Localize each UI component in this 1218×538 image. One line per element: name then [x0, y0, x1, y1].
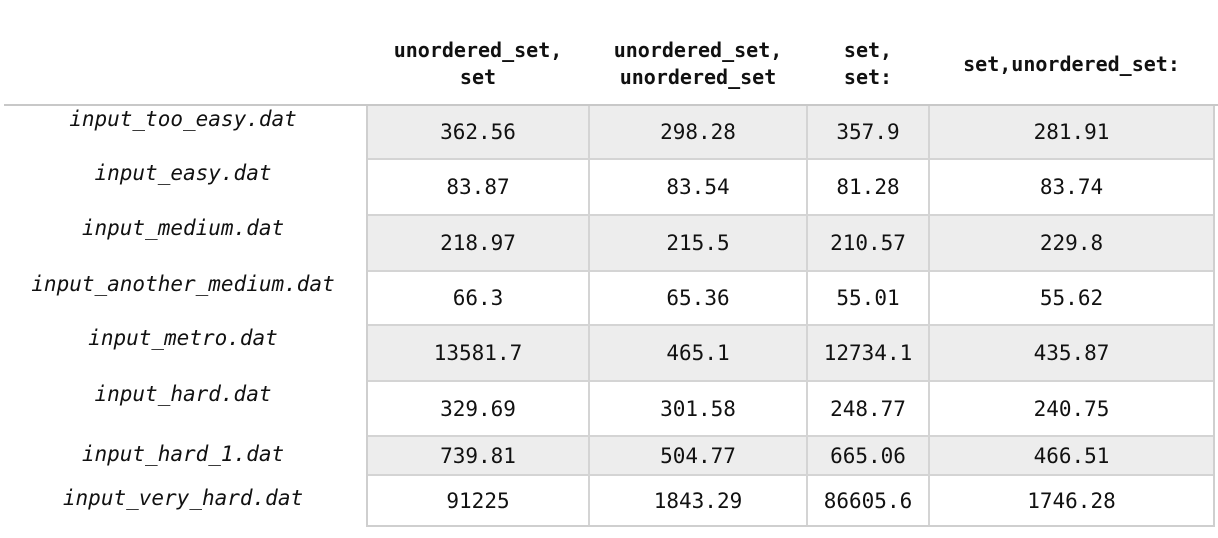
table-cell: 65.36 — [590, 272, 808, 324]
row-label: input_hard_1.dat — [81, 442, 285, 466]
table-cell: 83.87 — [368, 160, 590, 214]
column-header-3: set,unordered_set: — [963, 51, 1180, 76]
table-cell: 218.97 — [368, 216, 590, 270]
row-label: input_another_medium.dat — [31, 272, 335, 296]
table-cell: 739.81 — [368, 437, 590, 474]
table-row: 739.81 504.77 665.06 466.51 — [368, 437, 1213, 476]
table-cell: 248.77 — [808, 382, 930, 435]
table-row: 362.56 298.28 357.9 281.91 — [368, 106, 1213, 160]
table-cell: 91225 — [368, 476, 590, 525]
table-cell: 55.01 — [808, 272, 930, 324]
column-header-2: set, set: — [843, 38, 893, 89]
table-cell: 362.56 — [368, 106, 590, 158]
column-header-1: unordered_set, unordered_set — [613, 38, 783, 89]
table-cell: 665.06 — [808, 437, 930, 474]
column-header-0: unordered_set, set — [393, 38, 563, 89]
row-label: input_too_easy.dat — [69, 107, 297, 131]
table-cell: 435.87 — [1033, 341, 1110, 365]
row-label: input_medium.dat — [81, 216, 285, 240]
table-row: 218.97 215.5 210.57 229.8 — [368, 216, 1213, 272]
table-cell: 55.62 — [1039, 286, 1104, 310]
table-cell: 81.28 — [808, 160, 930, 214]
table-row: 329.69 301.58 248.77 240.75 — [368, 382, 1213, 437]
table-cell: 83.54 — [590, 160, 808, 214]
table-cell: 210.57 — [808, 216, 930, 270]
table-cell: 465.1 — [590, 326, 808, 380]
row-label: input_very_hard.dat — [62, 486, 304, 510]
table-cell: 329.69 — [368, 382, 590, 435]
table-cell: 281.91 — [1033, 120, 1110, 144]
row-label: input_hard.dat — [94, 382, 272, 406]
row-label: input_easy.dat — [94, 161, 272, 185]
table-row: 13581.7 465.1 12734.1 435.87 — [368, 326, 1213, 382]
table-cell: 301.58 — [590, 382, 808, 435]
table-cell: 1746.28 — [1027, 488, 1116, 513]
data-grid: 362.56 298.28 357.9 281.91 83.87 83.54 8… — [366, 106, 1215, 527]
table-cell: 240.75 — [1033, 396, 1110, 421]
table-cell: 466.51 — [1033, 443, 1110, 468]
table-cell: 357.9 — [808, 106, 930, 158]
table-cell: 1843.29 — [590, 476, 808, 525]
table-cell: 12734.1 — [808, 326, 930, 380]
header-divider — [4, 104, 1218, 106]
table-cell: 504.77 — [590, 437, 808, 474]
table-row: 66.3 65.36 55.01 55.62 — [368, 272, 1213, 326]
table-cell: 215.5 — [590, 216, 808, 270]
table-cell: 83.74 — [1039, 175, 1104, 199]
table-cell: 66.3 — [368, 272, 590, 324]
table-cell: 298.28 — [590, 106, 808, 158]
table-cell: 229.8 — [1039, 231, 1104, 255]
table-cell: 86605.6 — [808, 476, 930, 525]
table-cell: 13581.7 — [368, 326, 590, 380]
row-label: input_metro.dat — [88, 326, 278, 350]
table-row: 83.87 83.54 81.28 83.74 — [368, 160, 1213, 216]
table-row: 91225 1843.29 86605.6 1746.28 — [368, 476, 1213, 525]
